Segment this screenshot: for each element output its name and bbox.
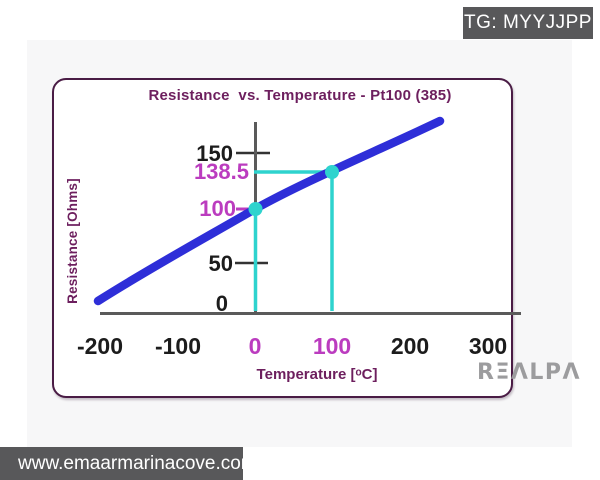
x-tick-label-neg200: -200 (76, 333, 124, 359)
x-tick-label-300: 300 (468, 333, 508, 359)
tg-badge: TG: MYYJJPP (463, 7, 593, 39)
watermark-logo: RΞΛLPΛ (477, 360, 582, 385)
x-tick-label-0: 0 (248, 333, 262, 359)
chart-title: Resistance vs. Temperature - Pt100 (385) (148, 87, 452, 104)
y-axis-title: Resistance [Ohms] (65, 178, 80, 304)
y-tick-label-0: 0 (215, 291, 228, 316)
y-tick-label-100: 100 (199, 196, 236, 221)
x-axis-title: Temperature [ᵒC] (256, 366, 378, 383)
y-tick-label-50: 50 (208, 251, 233, 276)
x-tick-label-200: 200 (390, 333, 430, 359)
y-tick-label-150: 150 (196, 141, 233, 166)
bottom-url-bar: www.emaarmarinacove.com (0, 447, 257, 480)
x-tick-label-100: 100 (312, 333, 352, 359)
y-tick-label-138.5: 138.5 (193, 159, 249, 184)
x-tick-label-neg100: -100 (154, 333, 202, 359)
